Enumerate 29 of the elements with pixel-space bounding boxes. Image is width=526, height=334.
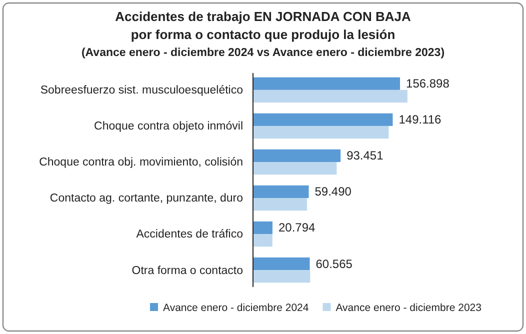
- bar: [253, 234, 272, 247]
- bar: [253, 126, 389, 139]
- bar: [253, 149, 341, 162]
- bar: [253, 162, 337, 175]
- data-label: 60.565: [316, 256, 353, 271]
- text: por forma o contacto que produjo la lesión: [130, 27, 396, 42]
- y-tick-label: Contacto ag. cortante, punzante, duro: [50, 192, 243, 205]
- bar: [253, 113, 393, 126]
- data-label: 93.451: [346, 148, 384, 163]
- y-tick-label: Accidentes de tráfico: [136, 228, 243, 241]
- bar: [253, 221, 272, 234]
- bar: [253, 257, 310, 270]
- data-label: 59.490: [314, 184, 352, 199]
- data-label: 156.898: [406, 76, 450, 91]
- legend-label: Avance enero - diciembre 2023: [336, 302, 482, 314]
- bar: [253, 77, 400, 90]
- legend-label: Avance enero - diciembre 2024: [163, 302, 309, 314]
- y-tick-label: Otra forma o contacto: [132, 264, 243, 277]
- y-tick-label: Sobreesfuerzo sist. musculoesquelético: [40, 84, 243, 97]
- text: (Avance enero - diciembre 2024 vs Avance enero - diciembre 2023): [81, 47, 445, 59]
- bar: [253, 185, 309, 198]
- y-tick-label: Choque contra objeto inmóvil: [94, 120, 243, 133]
- bar: [253, 270, 310, 283]
- data-label: 149.116: [398, 112, 442, 127]
- bar: [253, 90, 408, 103]
- data-label: 20.794: [278, 220, 316, 235]
- chart-title: Accidentes de trabajo EN JORNADA CON BAJA: [115, 9, 412, 24]
- y-tick-label: Choque contra obj. movimiento, colisión: [39, 156, 243, 169]
- bar: [253, 198, 307, 211]
